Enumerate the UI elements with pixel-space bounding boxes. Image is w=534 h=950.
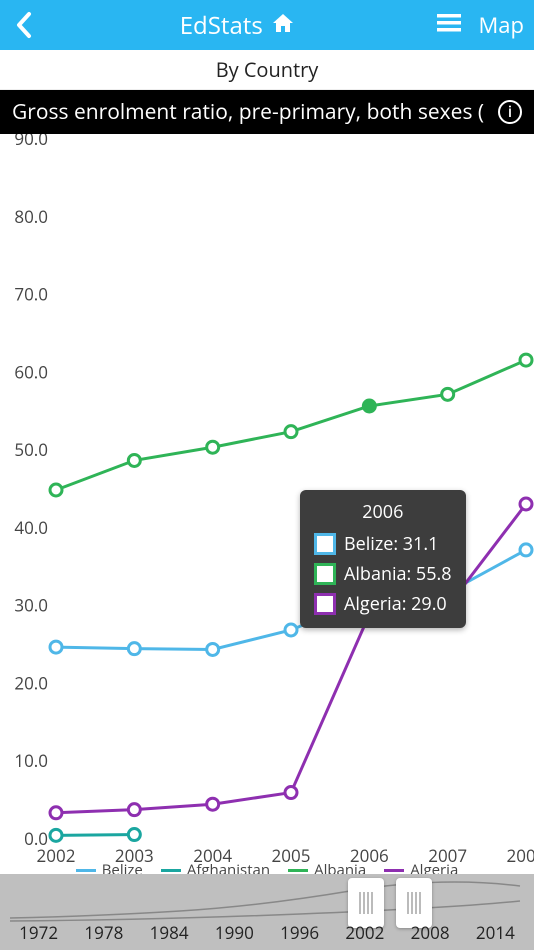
timeline-year: 2008 bbox=[411, 921, 450, 944]
app-header: EdStats Map bbox=[0, 0, 534, 50]
chart-tooltip: 2006 Belize: 31.1 Albania: 55.8 Algeria: 29… bbox=[300, 490, 466, 628]
tooltip-row: Algeria: 29.0 bbox=[314, 592, 452, 616]
svg-text:40.0: 40.0 bbox=[14, 516, 48, 539]
tooltip-title: 2006 bbox=[314, 500, 452, 524]
svg-text:90.0: 90.0 bbox=[14, 134, 48, 150]
timeline-year: 1978 bbox=[84, 921, 123, 944]
svg-text:10.0: 10.0 bbox=[14, 749, 48, 772]
timeline-year: 1990 bbox=[215, 921, 254, 944]
svg-text:30.0: 30.0 bbox=[14, 594, 48, 617]
timeline-year: 2014 bbox=[476, 921, 515, 944]
tooltip-row: Belize: 31.1 bbox=[314, 532, 452, 556]
map-link[interactable]: Map bbox=[479, 10, 524, 40]
timeline-year: 1996 bbox=[280, 921, 319, 944]
app-title: EdStats bbox=[180, 9, 263, 42]
svg-text:80.0: 80.0 bbox=[14, 205, 48, 228]
indicator-bar: Gross enrolment ratio, pre-primary, both… bbox=[0, 90, 534, 134]
timeline-sparkline bbox=[0, 876, 534, 926]
svg-text:70.0: 70.0 bbox=[14, 283, 48, 306]
view-mode-label[interactable]: By Country bbox=[0, 50, 534, 90]
timeline-year-labels: 1972 1978 1984 1990 1996 2002 2008 2014 bbox=[0, 921, 534, 944]
menu-icon[interactable] bbox=[437, 13, 461, 38]
info-icon[interactable]: i bbox=[498, 100, 522, 124]
home-icon[interactable] bbox=[271, 12, 295, 39]
svg-text:50.0: 50.0 bbox=[14, 438, 48, 461]
timeline-year: 1984 bbox=[150, 921, 189, 944]
chart-area[interactable]: 0.010.020.030.040.050.060.070.080.090.02… bbox=[0, 134, 534, 874]
back-button[interactable] bbox=[10, 11, 38, 39]
indicator-title: Gross enrolment ratio, pre-primary, both… bbox=[12, 98, 490, 126]
timeline-year: 2002 bbox=[345, 921, 384, 944]
tooltip-row: Albania: 55.8 bbox=[314, 562, 452, 586]
svg-text:20.0: 20.0 bbox=[14, 671, 48, 694]
svg-text:60.0: 60.0 bbox=[14, 360, 48, 383]
timeline-year: 1972 bbox=[19, 921, 58, 944]
timeline-scrubber[interactable]: 1972 1978 1984 1990 1996 2002 2008 2014 bbox=[0, 874, 534, 950]
